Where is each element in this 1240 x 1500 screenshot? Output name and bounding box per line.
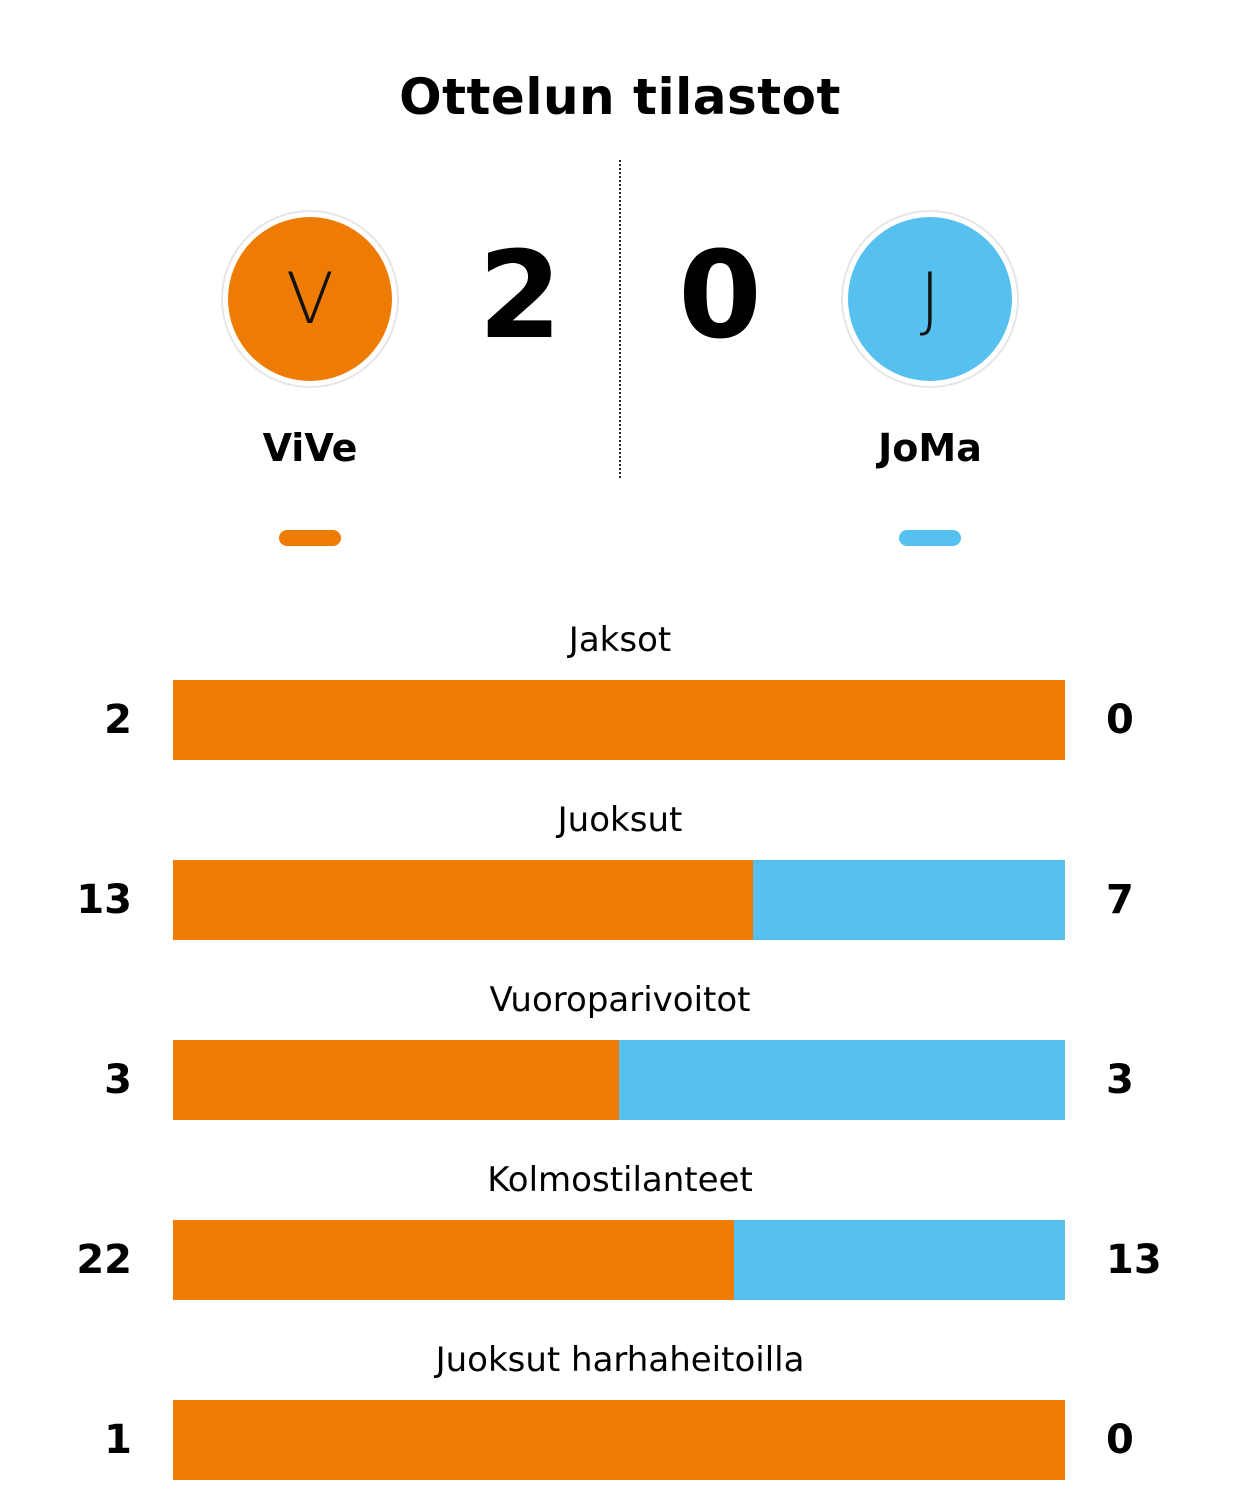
away-team-logo-letter: J bbox=[919, 258, 941, 340]
stat-value-home: 3 bbox=[104, 1057, 132, 1103]
stat-value-away: 0 bbox=[1106, 1417, 1134, 1463]
away-team-logo-circle: J bbox=[848, 217, 1012, 381]
stat-value-away: 7 bbox=[1106, 877, 1134, 923]
stat-bar-home bbox=[173, 1400, 1065, 1480]
stat-value-home: 22 bbox=[76, 1237, 132, 1283]
stat-label: Juoksut bbox=[557, 800, 683, 840]
score-divider bbox=[619, 160, 621, 478]
home-score: 2 bbox=[478, 227, 562, 366]
home-legend-pill bbox=[279, 530, 341, 546]
stat-label: Kolmostilanteet bbox=[487, 1160, 753, 1200]
stat-bar-home bbox=[173, 1220, 734, 1300]
stat-bar bbox=[173, 1400, 1065, 1480]
stat-bar-home bbox=[173, 680, 1065, 760]
stat-label: Juoksut harhaheitoilla bbox=[435, 1340, 805, 1380]
home-team-logo-circle: V bbox=[228, 217, 392, 381]
stat-bar bbox=[173, 680, 1065, 760]
stat-bar bbox=[173, 1220, 1065, 1300]
stat-bar-away bbox=[733, 1220, 1065, 1300]
stat-label: Jaksot bbox=[568, 620, 672, 660]
stat-bar-home bbox=[173, 1040, 619, 1120]
stat-value-away: 13 bbox=[1106, 1237, 1162, 1283]
stat-bar bbox=[173, 1040, 1065, 1120]
stat-value-home: 1 bbox=[104, 1417, 132, 1463]
away-team-name: JoMa bbox=[878, 426, 982, 470]
stat-bar bbox=[173, 860, 1065, 940]
stat-label: Vuoroparivoitot bbox=[489, 980, 751, 1020]
stat-bar-away bbox=[619, 1040, 1065, 1120]
home-team-name: ViVe bbox=[262, 426, 358, 470]
page-title: Ottelun tilastot bbox=[399, 68, 841, 126]
stat-value-away: 0 bbox=[1106, 697, 1134, 743]
home-team-logo-letter: V bbox=[286, 258, 334, 340]
stat-value-away: 3 bbox=[1106, 1057, 1134, 1103]
home-team-logo: V bbox=[221, 210, 399, 388]
stat-bar-home bbox=[173, 860, 753, 940]
away-legend-pill bbox=[899, 530, 961, 546]
stat-value-home: 13 bbox=[76, 877, 132, 923]
away-score: 0 bbox=[678, 227, 762, 366]
away-team-logo: J bbox=[841, 210, 1019, 388]
stat-bar-away bbox=[752, 860, 1065, 940]
stat-value-home: 2 bbox=[104, 697, 132, 743]
